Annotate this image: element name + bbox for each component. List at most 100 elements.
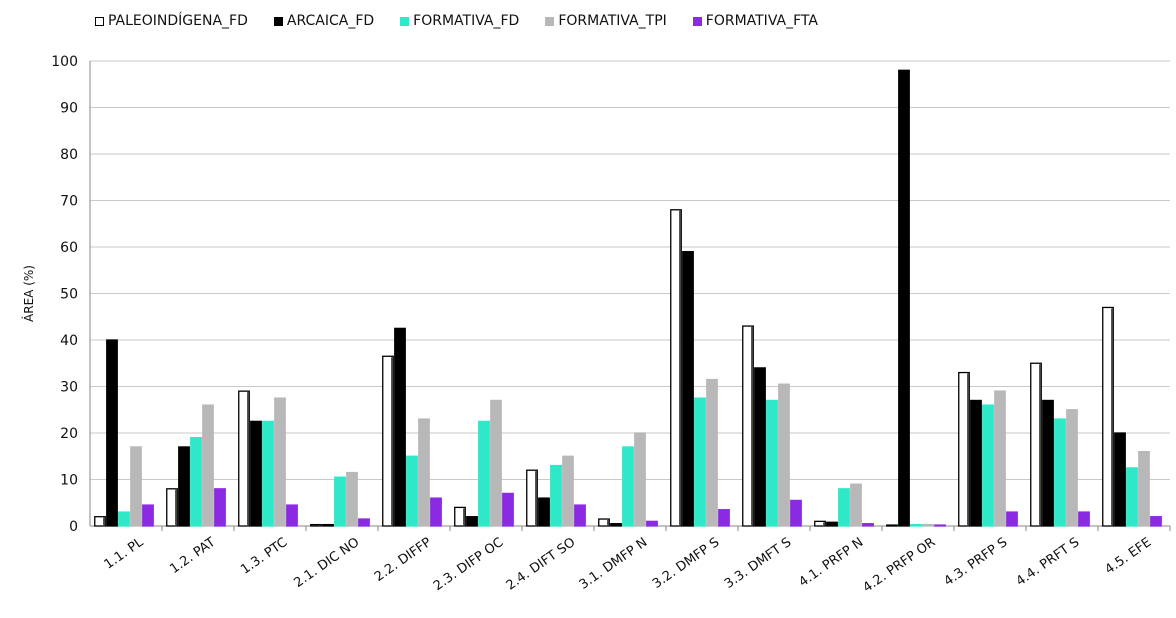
x-tick-label: 1.2. PAT (167, 535, 218, 577)
bar (910, 523, 922, 527)
bar (502, 492, 514, 527)
bar (754, 367, 766, 527)
bar (550, 464, 562, 527)
legend-swatch (692, 16, 702, 26)
bar (238, 390, 250, 527)
x-tick-label: 2.3. DIFP OC (431, 535, 506, 594)
legend-swatch (95, 16, 104, 26)
bar (1078, 511, 1090, 527)
bar (778, 383, 790, 527)
bar (274, 397, 286, 527)
bar (982, 404, 994, 527)
legend-label: ARCAICA_FD (286, 13, 375, 29)
bar (898, 69, 910, 527)
bar (994, 390, 1006, 527)
bar (622, 446, 634, 527)
x-tick-label: 2.1. DIC NO (291, 535, 362, 591)
bar (262, 420, 274, 527)
bar (346, 471, 358, 527)
bar (886, 524, 898, 527)
legend-swatch (400, 16, 410, 26)
bar (922, 523, 934, 527)
bar (118, 511, 130, 527)
bar (1042, 399, 1054, 527)
bar (1150, 516, 1162, 527)
y-tick-label: 20 (60, 426, 78, 442)
bar (214, 488, 226, 527)
x-tick-label: 4.5. EFE (1102, 535, 1154, 578)
y-tick-label: 80 (60, 147, 78, 163)
bar (1102, 306, 1114, 527)
bar (322, 523, 334, 527)
bar (790, 499, 802, 527)
legend: PALEOINDÍGENA_FD ARCAICA_FD FORMATIVA_FD FO… (95, 13, 844, 29)
bar (1138, 450, 1150, 527)
bar (958, 371, 970, 527)
y-tick-label: 10 (60, 473, 78, 489)
bar (454, 506, 466, 527)
bar (838, 488, 850, 527)
y-tick-label: 0 (69, 519, 78, 535)
legend-label: FORMATIVA_FTA (705, 13, 818, 29)
y-tick-label: 30 (60, 380, 78, 396)
bar (1006, 511, 1018, 527)
bar (670, 209, 682, 527)
legend-item: FORMATIVA_TPI (545, 13, 667, 29)
bar (850, 483, 862, 527)
legend-label: FORMATIVA_FD (413, 13, 520, 29)
bar (418, 418, 430, 527)
bar (478, 420, 490, 527)
bar (646, 520, 658, 527)
bar (130, 446, 142, 527)
bar (718, 509, 730, 527)
y-tick-label: 90 (60, 101, 78, 117)
bar (190, 436, 202, 527)
bar (334, 476, 346, 527)
bar (1066, 409, 1078, 527)
legend-label: PALEOINDÍGENA_FD (108, 13, 248, 29)
bar (970, 399, 982, 527)
bar (286, 504, 298, 527)
bar (766, 399, 778, 527)
legend-label: FORMATIVA_TPI (558, 13, 667, 29)
x-tick-label: 4.1. PRFP N (796, 535, 866, 590)
x-tick-label: 4.4. PRFT S (1014, 535, 1083, 589)
bar (466, 516, 478, 527)
bar (490, 399, 502, 527)
y-tick-label: 50 (60, 287, 78, 303)
y-tick-label: 40 (60, 333, 78, 349)
bar (610, 523, 622, 527)
x-tick-label: 1.1. PL (102, 535, 147, 573)
bar (202, 404, 214, 527)
y-tick-label: 60 (60, 240, 78, 256)
bar (142, 504, 154, 527)
x-tick-label: 4.3. PRFP S (941, 535, 1010, 589)
bar (1126, 467, 1138, 527)
y-tick-label: 100 (51, 54, 78, 70)
bar (538, 497, 550, 527)
bar (430, 497, 442, 527)
y-tick-label: 70 (60, 194, 78, 210)
x-tick-label: 3.1. DMFP N (577, 535, 651, 593)
bar (814, 520, 826, 527)
bar (694, 397, 706, 527)
bar (706, 378, 718, 527)
bar (862, 523, 874, 527)
legend-item: FORMATIVA_FD (400, 13, 519, 29)
bar (166, 488, 178, 527)
bar (1030, 362, 1042, 527)
legend-item: FORMATIVA_FTA (692, 13, 818, 29)
x-tick-label: 3.2. DMFP S (650, 535, 722, 592)
bar (934, 524, 946, 527)
bar (250, 420, 262, 527)
bar (310, 523, 322, 527)
y-axis-title: ÁREA (%) (21, 265, 36, 322)
bar (406, 455, 418, 527)
bar (106, 339, 118, 527)
bar (526, 469, 538, 527)
legend-swatch (273, 16, 283, 26)
x-tick-label: 4.2. PRFP OR (860, 535, 938, 596)
bar (742, 325, 754, 527)
